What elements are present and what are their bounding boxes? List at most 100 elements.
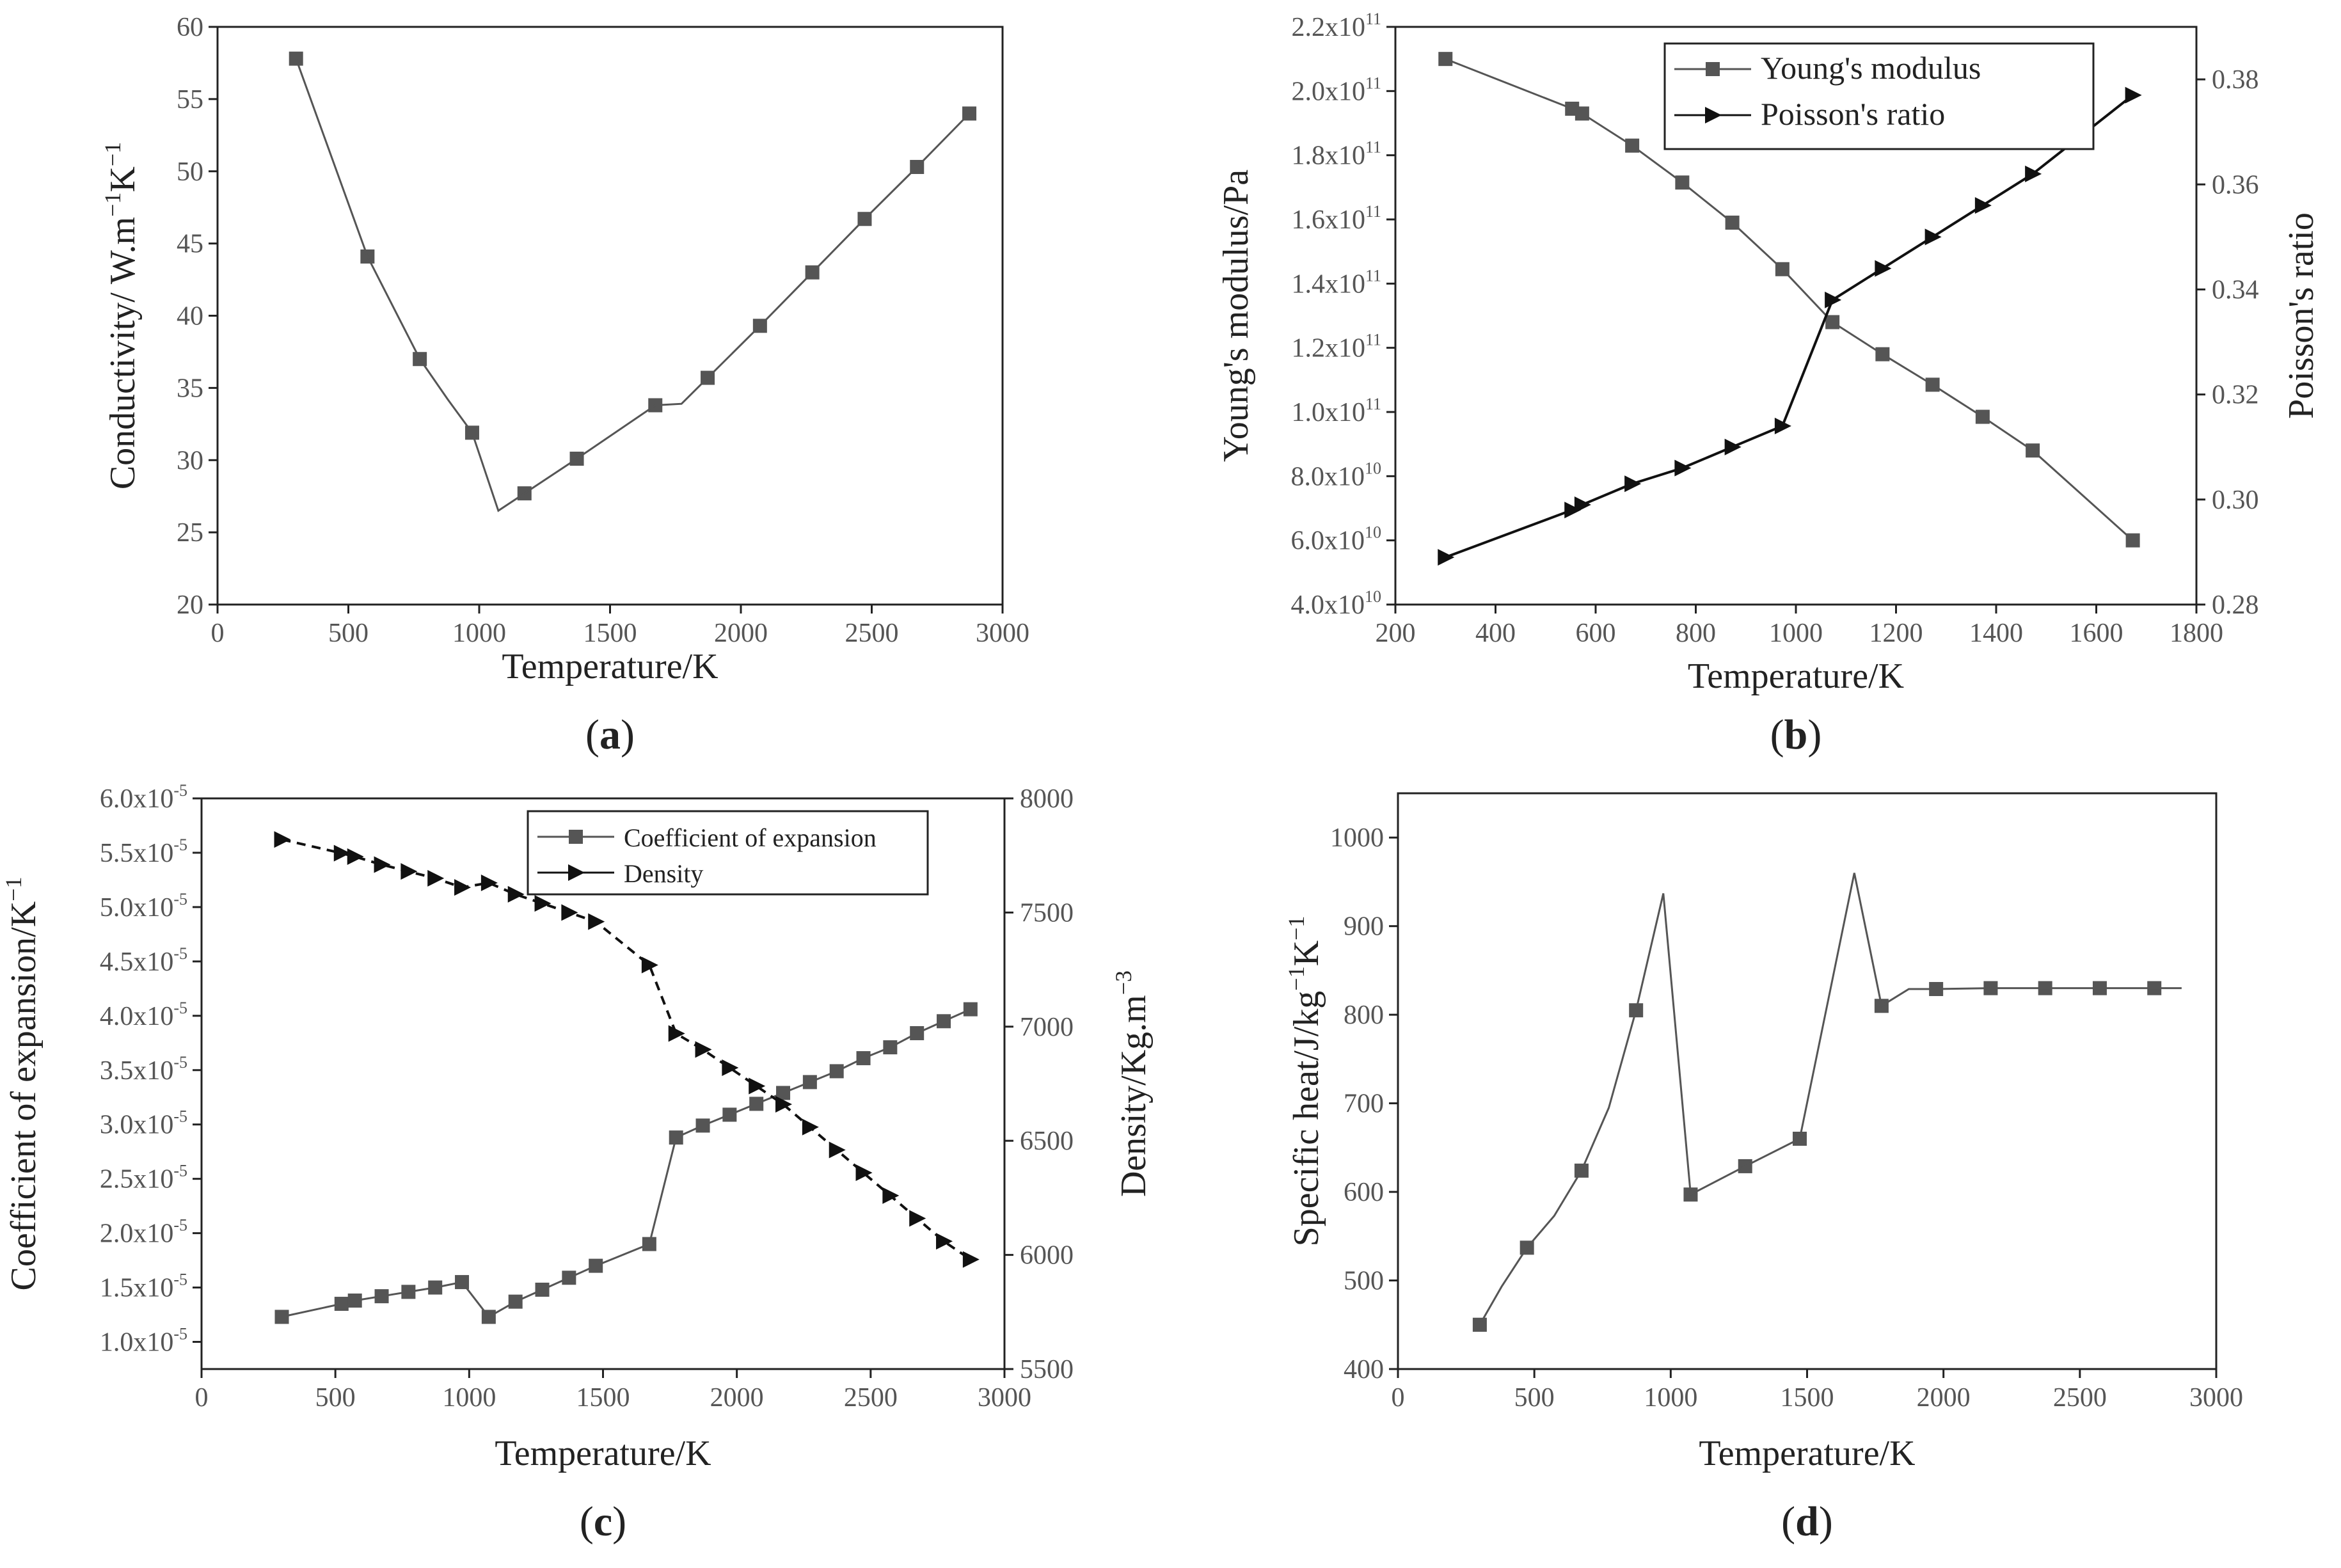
y-axis-label-part: Specific heat/J/kg	[1287, 991, 1326, 1247]
series-line	[1445, 94, 2134, 558]
data-point	[454, 879, 472, 896]
y-tick-label: 35	[177, 374, 203, 403]
y-tick-label-exponent: 11	[1365, 331, 1381, 349]
y-tick-label: 3.5x10-5	[100, 1053, 187, 1086]
data-point	[1775, 262, 1789, 276]
y-tick-label: 45	[177, 230, 203, 259]
y-axis-label: Conductivity/ W.m−1K−1	[100, 142, 143, 489]
series-line	[1479, 873, 2182, 1326]
y-tick-label-mantissa: 1.0x10	[1291, 398, 1365, 427]
x-tick-label: 600	[1576, 619, 1616, 648]
x-tick-label: 2500	[844, 1383, 898, 1413]
y-tick-label: 1.0x10-5	[100, 1325, 187, 1358]
x-tick-label: 800	[1676, 619, 1716, 648]
y-tick-label-mantissa: 2.5x10	[100, 1165, 174, 1194]
data-point	[829, 1064, 844, 1079]
y-tick-label: 2.0x1011	[1291, 74, 1381, 106]
y-tick-label: 1.5x10-5	[100, 1271, 187, 1303]
y-tick-label-exponent: 11	[1365, 395, 1381, 413]
y-tick-label-exponent: -5	[173, 890, 187, 908]
y-axis-label: Specific heat/J/kg−1K−1	[1283, 916, 1326, 1247]
data-point	[1774, 417, 1791, 434]
x-tick-label: 1400	[1969, 619, 2023, 648]
data-point	[561, 904, 578, 921]
data-point	[507, 885, 525, 903]
data-point	[910, 1026, 924, 1040]
y-tick-label: 600	[1344, 1178, 1384, 1207]
panel-label: (a)	[585, 711, 635, 758]
y-tick-label: 700	[1344, 1089, 1384, 1119]
data-point	[1575, 106, 1589, 121]
y-tick-label: 900	[1344, 912, 1384, 942]
y-tick-label-mantissa: 3.5x10	[100, 1056, 174, 1086]
panel-letter: b	[1784, 711, 1808, 758]
x-tick-label: 1600	[2070, 619, 2123, 648]
y-tick-label: 3.0x10-5	[100, 1107, 187, 1140]
x-tick-label: 1500	[576, 1383, 630, 1413]
y-tick-label: 1.0x1011	[1291, 395, 1381, 427]
legend-marker	[1706, 62, 1720, 76]
y-tick-label-mantissa: 1.5x10	[100, 1274, 174, 1303]
data-point	[775, 1096, 793, 1113]
panel-paren: (	[1781, 1498, 1795, 1545]
y-tick-label-exponent: -5	[173, 1325, 187, 1343]
y-tick-label-mantissa: 6.0x10	[1291, 527, 1365, 556]
data-point	[856, 1051, 871, 1066]
data-point	[669, 1130, 683, 1145]
data-point	[937, 1014, 951, 1029]
panel-paren: )	[621, 711, 635, 758]
legend-marker	[568, 864, 585, 881]
y-tick-label-mantissa: 8.0x10	[1291, 462, 1365, 491]
panel-label: (d)	[1781, 1498, 1833, 1545]
data-point	[641, 956, 658, 974]
series-line	[282, 838, 972, 1261]
y2-tick-label: 0.38	[2212, 65, 2259, 95]
panel-label: (b)	[1770, 711, 1822, 758]
data-point	[1825, 315, 1840, 329]
panel-paren: )	[1807, 711, 1821, 758]
y-tick-label: 800	[1344, 1001, 1384, 1030]
data-point	[534, 895, 552, 912]
y2-tick-label: 7000	[1020, 1013, 1074, 1042]
y-tick-label: 25	[177, 518, 203, 548]
y-axis-label-part: −1	[1, 877, 26, 901]
y-tick-label-exponent: -5	[173, 944, 187, 963]
y-tick-label: 50	[177, 157, 203, 187]
y2-axis-label: Poisson's ratio	[2281, 212, 2321, 419]
data-point	[289, 51, 303, 66]
legend-box	[527, 810, 929, 896]
data-point	[802, 1118, 819, 1136]
y-tick-label-exponent: 11	[1365, 138, 1381, 157]
y-axis-label: Coefficient of expansion/K−1	[1, 877, 44, 1291]
data-point	[802, 1075, 817, 1089]
data-point	[1825, 291, 1842, 308]
x-tick-label: 1000	[1644, 1383, 1697, 1413]
y-axis-label-part: −1	[100, 193, 125, 217]
y-tick-label-mantissa: 2.2x10	[1291, 13, 1365, 42]
x-tick-label: 0	[195, 1383, 209, 1413]
y-tick-label: 55	[177, 85, 203, 115]
data-point	[427, 869, 445, 887]
data-point	[401, 1285, 416, 1299]
data-point	[668, 1025, 685, 1042]
x-tick-label: 1000	[452, 619, 506, 648]
y-tick-label: 2.5x10-5	[100, 1162, 187, 1194]
y-tick-label-mantissa: 4.5x10	[100, 947, 174, 977]
y-tick-label-mantissa: 1.0x10	[100, 1328, 174, 1358]
x-axis-label: Temperature/K	[1699, 1434, 1915, 1473]
y-tick-label-exponent: 11	[1365, 266, 1381, 285]
y-tick-label-mantissa: 4.0x10	[100, 1002, 174, 1031]
y-tick-label-exponent: 11	[1365, 202, 1381, 221]
y2-axis-label: Density/Kg.m−3	[1111, 970, 1154, 1197]
data-point	[347, 1293, 362, 1308]
legend-box	[1663, 42, 2095, 150]
panel-paren: (	[580, 1498, 594, 1545]
y-tick-label: 30	[177, 446, 203, 475]
data-point	[1725, 216, 1740, 230]
data-point	[722, 1059, 739, 1077]
y-tick-label-mantissa: 1.2x10	[1291, 334, 1365, 363]
y-tick-label-mantissa: 1.8x10	[1291, 141, 1365, 171]
y-tick-label: 8.0x1010	[1291, 459, 1382, 491]
y-tick-label: 4.0x10-5	[100, 999, 187, 1031]
data-point	[562, 1271, 576, 1285]
